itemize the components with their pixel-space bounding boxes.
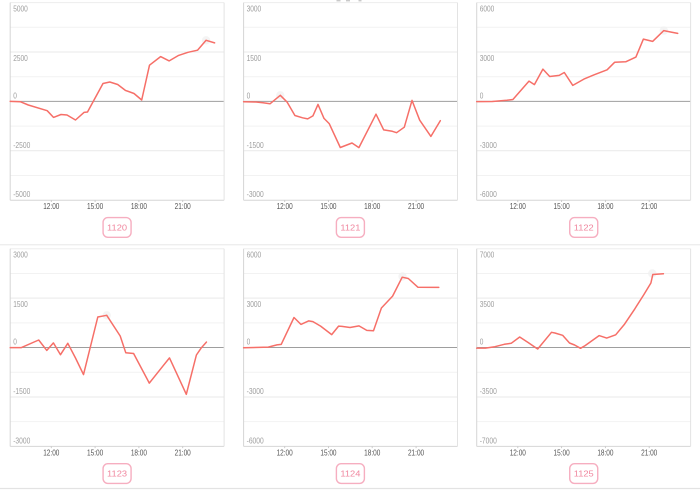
svg-text:-3000: -3000 [247, 386, 264, 396]
svg-text:0: 0 [480, 90, 484, 100]
svg-text:21:00: 21:00 [408, 447, 424, 457]
svg-text:21:00: 21:00 [641, 201, 657, 211]
svg-text:-1500: -1500 [13, 386, 30, 396]
svg-text:0: 0 [480, 337, 484, 347]
svg-text:12:00: 12:00 [43, 201, 59, 211]
svg-text:12:00: 12:00 [510, 447, 526, 457]
svg-text:7000: 7000 [480, 250, 495, 260]
svg-text:0: 0 [13, 90, 17, 100]
svg-text:-6000: -6000 [247, 435, 264, 445]
svg-text:-1500: -1500 [247, 140, 264, 150]
svg-text:18:00: 18:00 [364, 447, 380, 457]
svg-text:18:00: 18:00 [131, 447, 147, 457]
svg-text:15:00: 15:00 [554, 201, 570, 211]
svg-text:3000: 3000 [480, 53, 495, 63]
svg-text:21:00: 21:00 [408, 201, 424, 211]
svg-text:1122: 1122 [574, 223, 594, 233]
svg-text:0: 0 [247, 90, 251, 100]
svg-text:15:00: 15:00 [87, 201, 103, 211]
svg-text:-3000: -3000 [480, 140, 497, 150]
svg-text:18:00: 18:00 [364, 201, 380, 211]
svg-text:3000: 3000 [247, 299, 262, 309]
svg-text:-6000: -6000 [480, 189, 497, 199]
svg-text:1500: 1500 [13, 299, 28, 309]
svg-text:1120: 1120 [107, 223, 127, 233]
svg-text:-5000: -5000 [13, 189, 30, 199]
svg-text:3500: 3500 [480, 299, 495, 309]
svg-text:0: 0 [13, 337, 17, 347]
svg-text:1124: 1124 [340, 469, 360, 479]
svg-text:-2500: -2500 [13, 140, 30, 150]
svg-text:6000: 6000 [480, 3, 495, 13]
svg-text:3000: 3000 [247, 3, 262, 13]
svg-text:15:00: 15:00 [320, 447, 336, 457]
svg-text:21:00: 21:00 [641, 447, 657, 457]
svg-text:3000: 3000 [13, 250, 28, 260]
svg-text:1123: 1123 [107, 469, 127, 479]
svg-text:-7000: -7000 [480, 435, 497, 445]
svg-text:12:00: 12:00 [277, 201, 293, 211]
svg-text:15:00: 15:00 [87, 447, 103, 457]
svg-text:21:00: 21:00 [175, 447, 191, 457]
svg-text:5000: 5000 [13, 3, 28, 13]
svg-text:12:00: 12:00 [510, 201, 526, 211]
svg-text:0: 0 [247, 337, 251, 347]
svg-text:15:00: 15:00 [554, 447, 570, 457]
svg-text:1121: 1121 [340, 223, 360, 233]
svg-text:1125: 1125 [574, 469, 594, 479]
svg-text:-3000: -3000 [247, 189, 264, 199]
svg-text:15:00: 15:00 [320, 201, 336, 211]
svg-text:18:00: 18:00 [131, 201, 147, 211]
svg-text:1500: 1500 [247, 53, 262, 63]
svg-text:21:00: 21:00 [175, 201, 191, 211]
svg-text:6000: 6000 [247, 250, 262, 260]
svg-text:-3500: -3500 [480, 386, 497, 396]
svg-text:18:00: 18:00 [597, 447, 613, 457]
svg-text:18:00: 18:00 [597, 201, 613, 211]
svg-text:12:00: 12:00 [277, 447, 293, 457]
svg-text:2500: 2500 [13, 53, 28, 63]
svg-text:12:00: 12:00 [43, 447, 59, 457]
svg-text:-3000: -3000 [13, 435, 30, 445]
